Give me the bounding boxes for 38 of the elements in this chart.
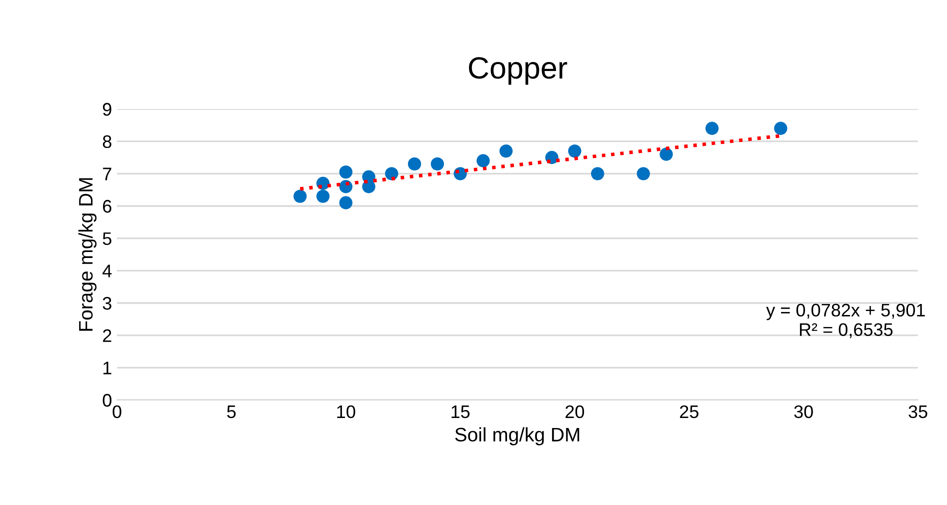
y-tick-label: 0 [102,394,112,407]
y-tick-label: 6 [103,200,112,213]
annotation: y = 0,0782x + 5,901 R² = 0,6535 [766,304,925,338]
x-tick-label: 30 [794,405,813,418]
x-tick-label: 25 [680,405,698,418]
y-tick-label: 4 [102,264,112,278]
x-tick-label: 0 [112,405,122,418]
point [316,190,330,203]
y-tick-label: 5 [102,232,112,246]
point [636,167,650,180]
point [499,144,513,158]
point [385,167,398,180]
y-tick-label: 8 [102,135,112,148]
y-tick-label: 3 [102,296,112,310]
point [362,180,376,194]
x-tick-label: 15 [452,406,470,418]
point [476,154,490,168]
y-tick-label: 1 [103,362,112,374]
chart-title: Copper [468,57,568,85]
point [294,190,307,203]
point [568,144,582,158]
y-tick-label: 2 [103,329,112,342]
y-tick-label: 7 [103,168,112,180]
point [705,122,719,135]
point [591,167,604,180]
x-tick-label: 20 [566,405,584,418]
point [339,196,352,210]
point [408,157,422,171]
point [430,157,444,171]
y-tick-label: 9 [102,102,112,116]
point [339,165,352,179]
y-axis-title: Forage mg/kg DM [78,178,97,331]
point [774,122,788,135]
x-tick-label: 5 [227,406,236,418]
point [660,148,673,161]
x-axis-title: Soil mg/kg DM [455,427,580,446]
x-tick-label: 35 [908,405,928,418]
x-tick-label: 10 [337,405,356,418]
